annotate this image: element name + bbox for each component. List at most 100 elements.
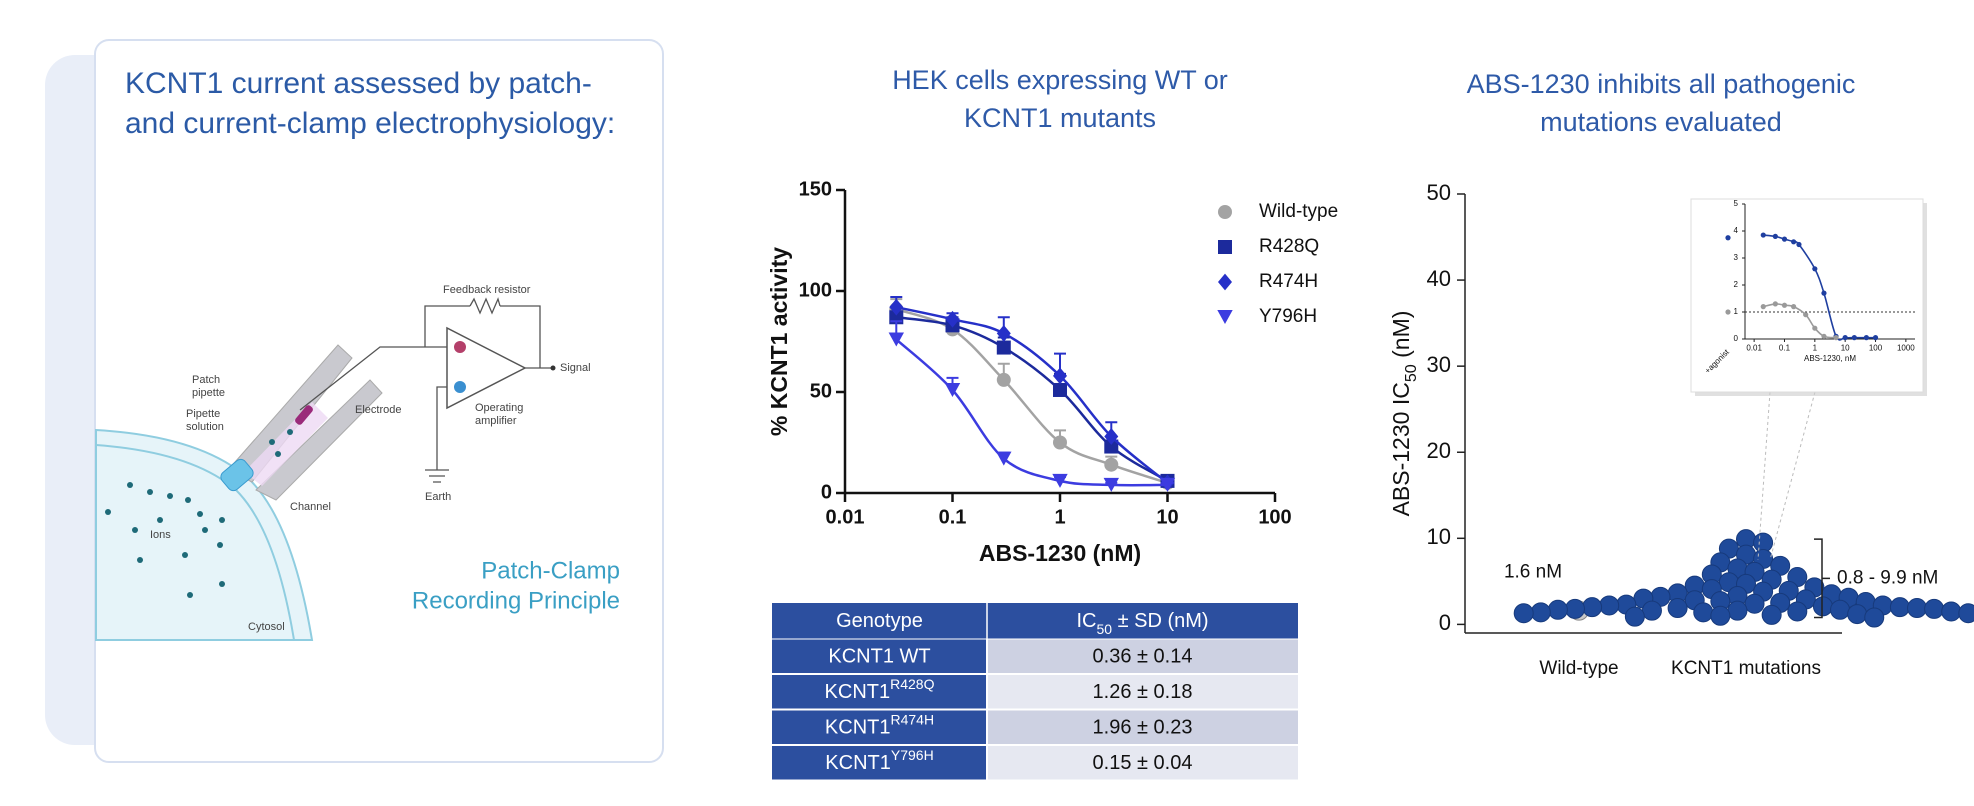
table-header-bg	[772, 603, 1298, 639]
data-point	[1864, 607, 1885, 628]
table-cell: 1.96 ± 0.23	[1093, 717, 1193, 739]
x-axis-label: ABS-1230 (nM)	[979, 540, 1141, 566]
diagram-label: Operating	[475, 402, 523, 414]
chart: 0 50 100 150 0.01 0.1 1 10 100 ABS-1230 (nM) % KCN…	[766, 65, 1338, 566]
y-tick-label: 5	[1734, 199, 1739, 208]
amp-plus	[454, 381, 466, 393]
table-header: IC50 ± SD (nM)	[1076, 610, 1208, 636]
y-tick-label: 40	[1427, 266, 1451, 291]
table-header-part: Genotype	[836, 610, 923, 632]
table-cell-bg	[772, 639, 986, 673]
diagram-label: Feedback resistor	[443, 284, 531, 296]
y-tick-label: 30	[1427, 352, 1451, 377]
table-cell-part: KCNT1 WT	[828, 646, 930, 668]
table-cell: 1.26 ± 0.18	[1093, 681, 1193, 703]
x-axis-label: ABS-1230, nM	[1804, 354, 1856, 363]
marker	[1781, 302, 1788, 308]
chart-title: HEK cells expressing WT or	[892, 65, 1228, 95]
marker	[1725, 235, 1731, 241]
marker	[944, 382, 961, 397]
y-tick-label: 3	[1734, 253, 1739, 262]
diagram-label: Earth	[425, 491, 451, 503]
diagram-label: Channel	[290, 501, 331, 513]
marker	[1821, 290, 1827, 296]
table-cell-part: Y796H	[891, 746, 934, 762]
legend-marker	[1218, 240, 1232, 254]
data-point	[1924, 598, 1945, 619]
diagram-label: Cytosol	[248, 621, 285, 633]
amp-minus	[454, 341, 466, 353]
panel-title: and current-clamp electrophysiology:	[125, 107, 615, 140]
diagram-caption: Patch-Clamp	[481, 557, 620, 584]
diagram-label: pipette	[192, 387, 225, 399]
marker	[1104, 457, 1119, 472]
y-tick-label: 0	[1439, 610, 1451, 635]
x-tick-label: 100	[1258, 506, 1291, 528]
marker	[1833, 335, 1839, 341]
chart-title: ABS-1230 inhibits all pathogenic	[1467, 69, 1856, 99]
x-tick-label: 0.01	[826, 506, 865, 528]
diagram-label: Pipette	[186, 408, 220, 420]
data-point	[1958, 603, 1974, 624]
table-cell-part: KCNT1	[825, 681, 891, 703]
resistor	[469, 297, 501, 315]
data-point	[1727, 600, 1748, 621]
panel-card	[94, 39, 664, 763]
marker	[996, 451, 1012, 466]
data-point	[1907, 598, 1927, 619]
marker	[1812, 266, 1818, 272]
table-cell: KCNT1Y796H	[825, 746, 933, 774]
marker	[996, 340, 1011, 355]
diagram-label: Signal	[560, 362, 591, 374]
table-cell-bg	[772, 746, 986, 780]
x-tick-label: 10	[1841, 344, 1850, 353]
marker	[1772, 301, 1778, 307]
marker	[996, 325, 1011, 342]
y-tick-label: 50	[1427, 180, 1451, 205]
y-tick-label: 10	[1427, 524, 1451, 549]
x-tick-label: 10	[1156, 506, 1178, 528]
table-cell: KCNT1R474H	[825, 711, 934, 739]
chart-title: mutations evaluated	[1540, 107, 1782, 137]
y-tick-label: 4	[1734, 226, 1739, 235]
marker	[1851, 335, 1857, 341]
legend-marker	[1218, 273, 1232, 291]
marker	[1103, 477, 1119, 492]
ions	[105, 429, 293, 598]
data-point	[1582, 597, 1603, 618]
marker	[1803, 312, 1809, 318]
table-cell: KCNT1 WT	[828, 646, 930, 668]
channel	[220, 458, 254, 492]
data-point	[1599, 595, 1620, 616]
table-cell-bg	[988, 710, 1298, 744]
y-axis-label: % KCNT1 activity	[766, 247, 792, 436]
electrode	[295, 405, 313, 425]
data-point	[1667, 598, 1688, 619]
y-tick-label: 100	[799, 279, 832, 301]
y-tick-label: 50	[810, 380, 832, 402]
y-axis-label: ABS-1230 IC50 (nM)	[1388, 311, 1420, 517]
marker	[1052, 473, 1068, 488]
marker	[889, 298, 904, 316]
marker	[945, 310, 960, 328]
diagram-label: Patch	[192, 374, 220, 386]
y-tick-label: 150	[799, 178, 832, 200]
data-point	[1761, 604, 1782, 625]
marker	[1159, 477, 1176, 492]
marker	[1760, 304, 1766, 310]
legend-label: Wild-type	[1259, 201, 1338, 222]
diagram-caption: Recording Principle	[412, 587, 620, 614]
data-point	[1744, 593, 1765, 614]
y-tick-label: 1	[1734, 307, 1739, 316]
panel-title: KCNT1 current assessed by patch-	[125, 67, 592, 100]
x-tick-label: 1	[1813, 344, 1818, 353]
table-cell-bg	[772, 710, 986, 744]
signal-node	[550, 365, 556, 371]
marker	[1796, 241, 1802, 248]
range-annotation: 0.8 - 9.9 nM	[1837, 567, 1938, 588]
patch-clamp-diagram	[95, 297, 556, 641]
range-bracket	[1814, 538, 1830, 619]
table-cell-bg	[988, 746, 1298, 780]
amplifier	[446, 326, 527, 410]
